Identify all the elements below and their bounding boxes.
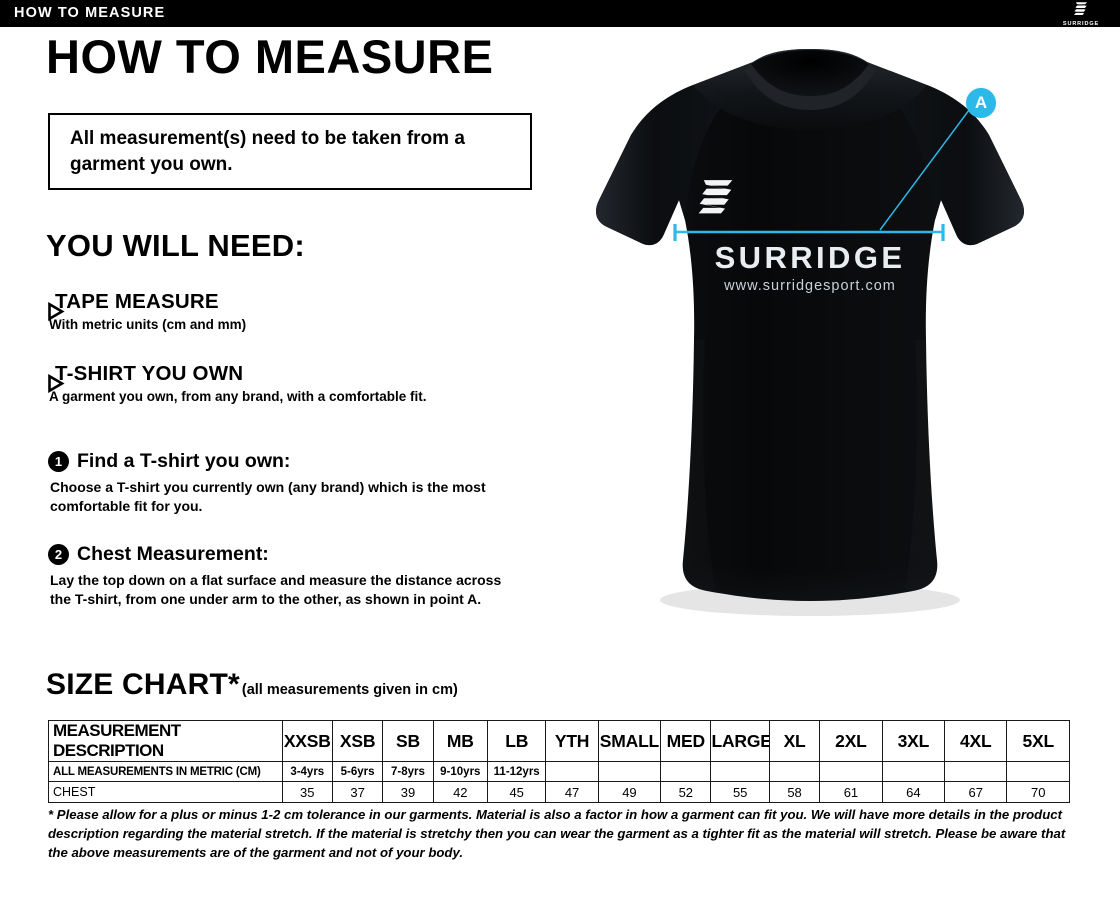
step-title: Chest Measurement: (77, 543, 269, 565)
table-header-size: XSB (331, 720, 384, 762)
table-header-size: 2XL (819, 720, 883, 762)
table-cell (819, 761, 883, 782)
size-chart-heading: SIZE CHART* (all measurements given in c… (46, 668, 458, 702)
callout-box: All measurement(s) need to be taken from… (48, 113, 532, 190)
table-cell: 61 (819, 781, 883, 803)
table-cell: 37 (331, 781, 384, 803)
table-cell (710, 761, 770, 782)
table-row-label: CHEST (48, 781, 283, 803)
table-header-size: 3XL (881, 720, 946, 762)
table-header-size: SB (382, 720, 434, 762)
size-chart-table: MEASUREMENT DESCRIPTION XXSB XSB SB MB LB YTH S… (48, 720, 1070, 803)
surridge-s-logo-icon (1073, 1, 1090, 20)
size-chart-heading-note: (all measurements given in cm) (241, 682, 458, 698)
table-header-size: LARGE (710, 720, 770, 762)
svg-text:SURRIDGE: SURRIDGE (715, 240, 906, 275)
size-chart-disclaimer: * Please allow for a plus or minus 1-2 c… (48, 807, 1066, 860)
need-item-title: TAPE MEASURE (55, 290, 219, 313)
chest-measure-line (673, 224, 945, 241)
need-item-subtitle: With metric units (cm and mm) (49, 317, 247, 332)
step-chest-measurement: 2 Chest Measurement: Lay the top down on… (48, 543, 501, 608)
table-cell: 45 (486, 781, 547, 803)
callout-text: All measurement(s) need to be taken from… (70, 127, 465, 175)
callout-leader-line (879, 101, 976, 231)
shirt-brand-mark (698, 180, 733, 214)
table-row: CHEST 35 37 39 42 45 47 49 52 55 58 61 64 67 70 (48, 781, 1070, 803)
table-cell: 70 (1006, 781, 1070, 803)
table-cell: 7-8yrs (382, 761, 434, 782)
table-cell: 55 (710, 781, 770, 803)
table-header-description: MEASUREMENT DESCRIPTION (48, 720, 283, 762)
table-cell: 49 (597, 781, 662, 803)
you-will-need-heading: YOU WILL NEED: (46, 228, 305, 263)
measurement-point-badge-a: A (966, 88, 996, 118)
need-item-title: T-SHIRT YOU OWN (55, 362, 244, 385)
table-cell (1006, 761, 1070, 782)
table-cell: 9-10yrs (432, 761, 488, 782)
table-header-size: XL (768, 720, 821, 762)
table-cell: 67 (944, 781, 1008, 803)
table-header-size: 4XL (944, 720, 1008, 762)
table-cell: 35 (281, 781, 333, 803)
table-header-size: SMALL (597, 720, 662, 762)
table-header-row: MEASUREMENT DESCRIPTION XXSB XSB SB MB LB YTH S… (48, 720, 1070, 762)
svg-text:www.surridgesport.com: www.surridgesport.com (723, 278, 896, 294)
surridge-logo: SURRIDGE (1050, 1, 1112, 27)
product-image-tshirt: SURRIDGE www.surridgesport.com (575, 40, 1045, 650)
size-chart-heading-main: SIZE CHART* (46, 668, 240, 701)
table-cell: 42 (432, 781, 488, 803)
table-cell: 39 (382, 781, 434, 803)
table-cell: 11-12yrs (486, 761, 547, 782)
top-header-bar: HOW TO MEASURE SURRIDGE (0, 0, 1120, 27)
step-title: Find a T-shirt you own: (77, 450, 291, 472)
step-body: Lay the top down on a flat surface and m… (50, 572, 502, 607)
need-item-subtitle: A garment you own, from any brand, with … (49, 389, 427, 404)
table-header-size: YTH (545, 720, 599, 762)
table-cell (597, 761, 662, 782)
table-cell: 52 (660, 781, 712, 803)
table-cell (660, 761, 712, 782)
tshirt-illustration-svg: SURRIDGE www.surridgesport.com (595, 49, 1025, 616)
table-cell: 64 (881, 781, 946, 803)
table-row: ALL MEASUREMENTS IN METRIC (CM) 3-4yrs 5-6… (48, 761, 1070, 782)
table-cell (768, 761, 821, 782)
table-cell: 47 (545, 781, 599, 803)
need-item-tshirt-you-own: T-SHIRT YOU OWN A garment you own, from … (46, 362, 427, 404)
surridge-wordmark: SURRIDGE (1062, 20, 1100, 27)
table-cell: 5-6yrs (331, 761, 384, 782)
page-title: HOW TO MEASURE (46, 30, 494, 83)
table-cell: 58 (768, 781, 821, 803)
step-number-badge: 1 (48, 451, 69, 472)
table-header-size: 5XL (1006, 720, 1070, 762)
table-cell: 3-4yrs (281, 761, 333, 782)
top-header-title: HOW TO MEASURE (14, 5, 166, 21)
table-header-size: MB (432, 720, 488, 762)
table-header-size: MED (660, 720, 712, 762)
table-cell (545, 761, 599, 782)
table-row-label: ALL MEASUREMENTS IN METRIC (CM) (48, 761, 283, 782)
table-cell (944, 761, 1008, 782)
table-header-size: XXSB (281, 720, 333, 762)
step-find-tshirt: 1 Find a T-shirt you own: Choose a T-shi… (48, 450, 486, 515)
need-item-tape-measure: TAPE MEASURE With metric units (cm and m… (46, 290, 246, 332)
table-header-size: LB (486, 720, 547, 762)
table-cell (881, 761, 946, 782)
step-number-badge: 2 (48, 544, 69, 565)
step-body: Choose a T-shirt you currently own (any … (50, 479, 486, 514)
